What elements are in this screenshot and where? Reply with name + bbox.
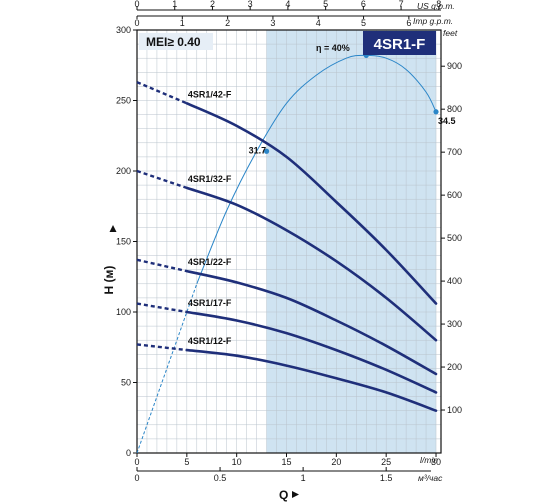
x-imp-tick-label: 2 xyxy=(225,18,230,28)
x-us-tick-label: 0 xyxy=(134,0,139,9)
x-us-tick-label: 4 xyxy=(285,0,290,9)
x-us-tick-label: 3 xyxy=(248,0,253,9)
pump-curve-label: 4SR1/22-F xyxy=(188,257,232,267)
x-tick-label: 25 xyxy=(381,457,391,467)
efficiency-point-label: 31.7 xyxy=(249,145,267,155)
chart-title: 4SR1-F xyxy=(374,36,426,53)
x-unit-m3h: м³/час xyxy=(418,473,443,483)
x-us-tick-label: 7 xyxy=(399,0,404,9)
x-m3h-tick-label: 1.5 xyxy=(380,473,393,483)
pump-curve-dashed xyxy=(136,81,188,105)
x-m3h-tick-label: 1 xyxy=(301,473,306,483)
efficiency-point xyxy=(263,148,270,154)
x-m3h-tick-label: 0.5 xyxy=(214,473,227,483)
x-imp-tick-label: 6 xyxy=(406,18,411,28)
title-badge-bg xyxy=(363,31,436,55)
x-imp-tick-label: 5 xyxy=(361,18,366,28)
y-tick-label: 200 xyxy=(116,166,131,176)
pump-curve-dashed xyxy=(136,169,188,190)
pump-curve-dashed xyxy=(136,302,188,314)
x-imp-tick-label: 0 xyxy=(134,18,139,28)
y-tick-label: 300 xyxy=(116,25,131,35)
x-axis-arrow xyxy=(292,491,299,498)
x-tick-label: 30 xyxy=(431,457,441,467)
x-tick-label: 20 xyxy=(331,457,341,467)
y-tick-label: 50 xyxy=(121,378,131,388)
pump-curve-label: 4SR1/32-F xyxy=(188,174,232,184)
y-feet-tick-label: 500 xyxy=(447,233,462,243)
x-us-tick-label: 1 xyxy=(172,0,177,9)
y-feet-tick-label: 300 xyxy=(447,319,462,329)
y-tick-label: 100 xyxy=(116,307,131,317)
pump-curve xyxy=(185,348,438,412)
y-feet-tick-label: 200 xyxy=(447,362,462,372)
x-imp-tick-label: 1 xyxy=(180,18,185,28)
x-us-tick-label: 2 xyxy=(210,0,215,9)
y-tick-label: 250 xyxy=(116,96,131,106)
x-us-tick-label: 5 xyxy=(323,0,328,9)
efficiency-point-label: 34.5 xyxy=(438,116,456,126)
x-m3h-tick-label: 0 xyxy=(134,473,139,483)
efficiency-point xyxy=(433,109,439,115)
y-tick-label: 150 xyxy=(116,237,131,247)
y-feet-tick-label: 900 xyxy=(447,61,462,71)
pump-curve-label: 4SR1/42-F xyxy=(188,89,232,99)
y-feet-tick-label: 600 xyxy=(447,190,462,200)
y-feet-tick-label: 800 xyxy=(447,104,462,114)
y-axis-title: H (м) xyxy=(102,266,116,295)
pump-curve-label: 4SR1/17-F xyxy=(188,298,232,308)
x-unit-main: l/min xyxy=(420,455,438,465)
y-feet-tick-label: 100 xyxy=(447,405,462,415)
y-axis-arrow xyxy=(109,225,117,232)
mei-label: MEI≥ 0.40 xyxy=(146,35,201,49)
pump-curve-dashed xyxy=(136,258,188,273)
x-imp-tick-label: 4 xyxy=(316,18,321,28)
x-tick-label: 15 xyxy=(282,457,292,467)
x-us-tick-label: 8 xyxy=(436,0,441,9)
pump-curve xyxy=(185,186,438,342)
pump-curve-label: 4SR1/12-F xyxy=(188,336,232,346)
x-imp-tick-label: 3 xyxy=(270,18,275,28)
efficiency-curve xyxy=(196,54,437,284)
x-tick-label: 0 xyxy=(134,457,139,467)
x-us-tick-label: 6 xyxy=(361,0,366,9)
mei-badge-bg xyxy=(139,33,213,50)
x-unit-us: US g.p.m. xyxy=(417,1,455,11)
pump-curve xyxy=(185,102,438,305)
efficiency-label: η = 40% xyxy=(316,43,350,53)
y-feet-tick-label: 400 xyxy=(447,276,462,286)
y-unit-right: feet xyxy=(443,28,458,38)
y-tick-label: 0 xyxy=(126,448,131,458)
pump-curve xyxy=(185,310,438,394)
y-feet-tick-label: 700 xyxy=(447,147,462,157)
x-tick-label: 10 xyxy=(232,457,242,467)
pump-curve xyxy=(185,269,438,376)
x-axis-title: Q xyxy=(279,488,288,502)
pump-curve-dashed xyxy=(136,343,187,352)
efficiency-curve-dashed xyxy=(136,283,198,454)
x-unit-imp: Imp g.p.m. xyxy=(413,16,453,26)
x-tick-label: 5 xyxy=(184,457,189,467)
